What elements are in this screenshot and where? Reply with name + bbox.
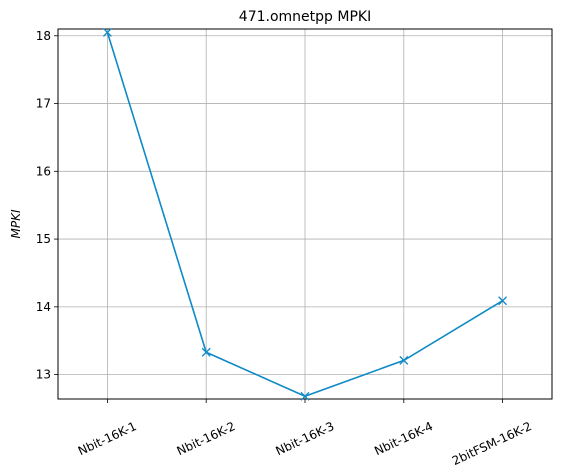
data-point xyxy=(399,355,409,365)
y-tick-label: 17 xyxy=(36,97,51,111)
y-tick-label: 13 xyxy=(36,368,51,382)
x-tick-label: Nbit-16K-2 xyxy=(175,419,238,458)
series xyxy=(102,27,508,401)
data-point xyxy=(102,27,112,37)
x-tick-label: Nbit-16K-3 xyxy=(273,419,336,458)
x-axis: Nbit-16K-1 Nbit-16K-2 Nbit-16K-3 Nbit-16K-4… xyxy=(76,399,534,468)
y-axis-label: MPKI xyxy=(9,209,23,238)
data-point xyxy=(300,391,310,401)
x-tick-label: Nbit-16K-4 xyxy=(372,419,435,458)
y-tick-label: 16 xyxy=(36,164,51,178)
grid xyxy=(58,29,552,399)
y-tick-label: 14 xyxy=(36,300,51,314)
chart-title: 471.omnetpp MPKI xyxy=(239,9,371,25)
data-point xyxy=(498,296,508,306)
x-tick-label: 2bitFSM-16K-2 xyxy=(450,419,534,468)
y-tick-label: 18 xyxy=(36,29,51,43)
x-tick-label: Nbit-16K-1 xyxy=(76,419,139,458)
y-tick-label: 15 xyxy=(36,232,51,246)
y-axis: 13 14 15 16 17 18 xyxy=(36,29,58,382)
data-point xyxy=(201,347,211,357)
